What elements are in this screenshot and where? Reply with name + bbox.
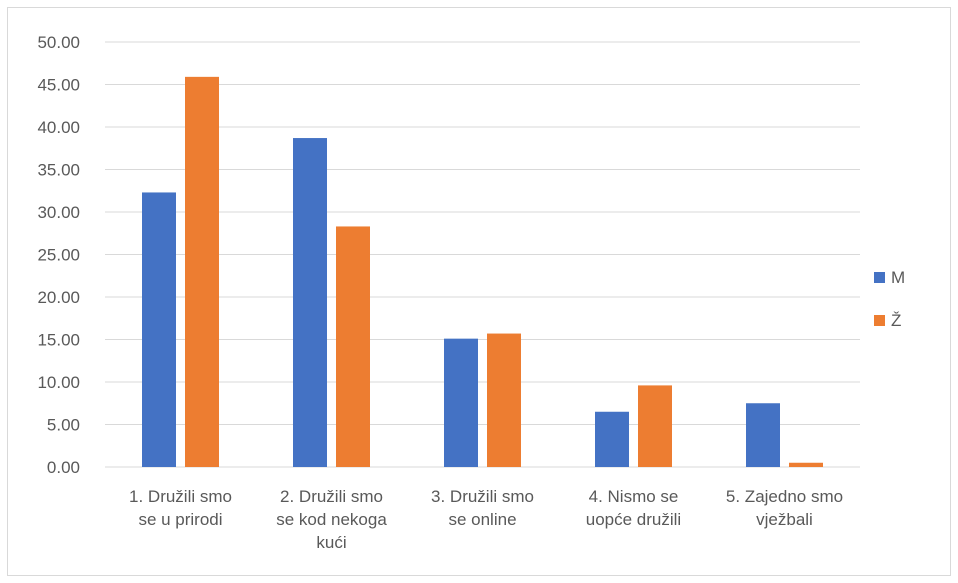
legend: MŽ [874, 268, 905, 330]
bar-m [444, 338, 478, 467]
legend-label: Ž [891, 311, 901, 330]
x-axis: 1. Družili smo se u prirodi 2. Družili smo… [129, 487, 843, 552]
bar-z [185, 76, 219, 467]
y-tick-label: 15.00 [37, 331, 80, 350]
legend-swatch [874, 272, 885, 283]
y-tick-label: 20.00 [37, 288, 80, 307]
y-tick-label: 10.00 [37, 373, 80, 392]
bar-z [789, 462, 823, 467]
x-tick-label: vježbali [756, 510, 813, 529]
bar-z [336, 226, 370, 467]
y-tick-label: 30.00 [37, 203, 80, 222]
y-tick-label: 50.00 [37, 33, 80, 52]
x-tick-label: se online [448, 510, 516, 529]
gridlines [105, 41, 860, 468]
x-tick-label: 2. Družili smo [280, 487, 383, 506]
y-tick-label: 35.00 [37, 161, 80, 180]
y-tick-label: 0.00 [47, 458, 80, 477]
y-tick-label: 40.00 [37, 118, 80, 137]
bars [142, 76, 823, 468]
bar-m [746, 403, 780, 467]
x-tick-label: se u prirodi [138, 510, 222, 529]
x-tick-label: se kod nekoga [276, 510, 387, 529]
bar-z [487, 333, 521, 467]
x-tick-label: 5. Zajedno smo [726, 487, 843, 506]
x-tick-label: 4. Nismo se [589, 487, 679, 506]
y-tick-label: 25.00 [37, 246, 80, 265]
x-tick-label: uopće družili [586, 510, 681, 529]
bar-m [293, 138, 327, 468]
x-tick-label: 1. Družili smo [129, 487, 232, 506]
x-tick-label: 3. Družili smo [431, 487, 534, 506]
y-tick-label: 45.00 [37, 76, 80, 95]
bar-z [638, 385, 672, 467]
y-tick-label: 5.00 [47, 416, 80, 435]
bar-m [595, 411, 629, 467]
bar-m [142, 192, 176, 467]
legend-swatch [874, 315, 885, 326]
legend-label: M [891, 268, 905, 287]
y-axis: 0.00 5.00 10.00 15.00 20.00 25.00 30.00 35.00 40… [37, 33, 80, 477]
x-tick-label: kući [316, 533, 346, 552]
